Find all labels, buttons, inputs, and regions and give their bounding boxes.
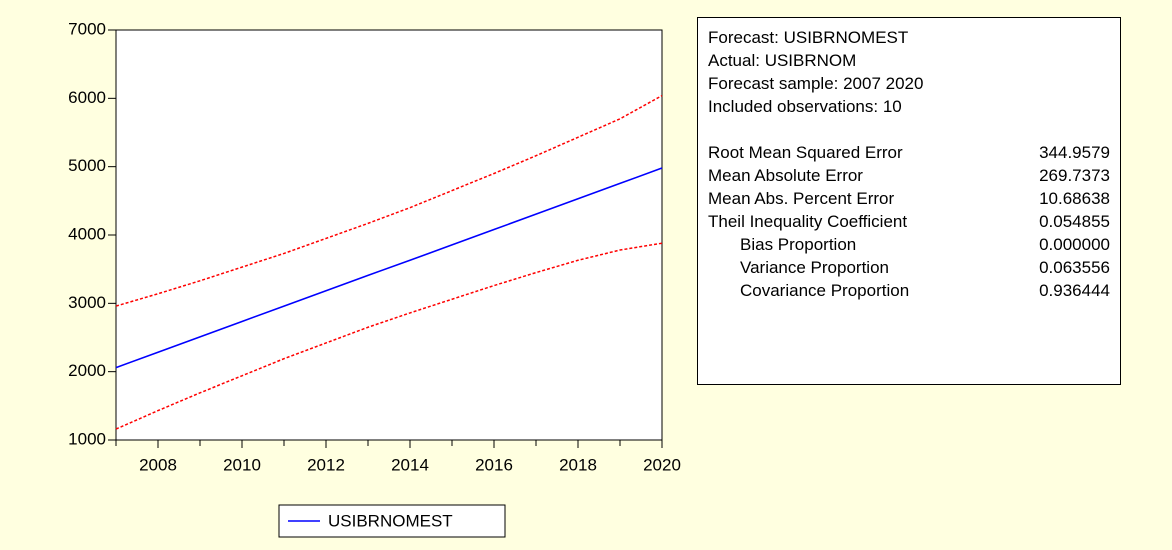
summary-row: Mean Absolute Error 269.7373: [708, 164, 1110, 187]
stat-value: 10.68638: [1039, 189, 1110, 208]
x-tick-label: 2008: [139, 455, 177, 474]
stat-value: 0.063556: [1039, 258, 1110, 277]
y-tick-label: 7000: [68, 19, 106, 38]
summary-header: Included observations: 10: [708, 97, 902, 116]
summary-row: Variance Proportion 0.063556: [708, 256, 1110, 279]
y-tick-label: 6000: [68, 88, 106, 107]
summary-header: Actual: USIBRNOM: [708, 51, 857, 70]
x-tick-label: 2014: [391, 455, 429, 474]
summary-header: Forecast: USIBRNOMEST: [708, 28, 909, 47]
summary-row: Bias Proportion 0.000000: [708, 233, 1110, 256]
y-tick-label: 3000: [68, 293, 106, 312]
x-tick-label: 2018: [559, 455, 597, 474]
y-tick-label: 2000: [68, 361, 106, 380]
stat-label: Theil Inequality Coefficient: [708, 212, 908, 231]
stat-value: 0.936444: [1039, 281, 1110, 300]
x-tick-label: 2010: [223, 455, 261, 474]
stat-label: Root Mean Squared Error: [708, 143, 903, 162]
summary-row: Theil Inequality Coefficient 0.054855: [708, 210, 1110, 233]
summary-row: Mean Abs. Percent Error 10.68638: [708, 187, 1110, 210]
y-tick-label: 5000: [68, 156, 106, 175]
forecast-line: [115, 167, 663, 369]
stat-label: Bias Proportion: [740, 235, 857, 254]
summary-row: Covariance Proportion 0.936444: [708, 279, 1110, 302]
stat-value: 344.9579: [1039, 143, 1110, 162]
stat-label: Variance Proportion: [740, 258, 889, 277]
x-tick-label: 2012: [307, 455, 345, 474]
forecast-summary: Forecast: USIBRNOMEST Actual: USIBRNOM For…: [697, 17, 1121, 385]
x-tick-label: 2016: [475, 455, 513, 474]
plot-area: [115, 29, 663, 441]
stat-label: Covariance Proportion: [740, 281, 910, 300]
legend-label: USIBRNOMEST: [328, 511, 453, 530]
chart: 1000 2000 3000 4000 5000 6000 7000 2008 2010 2012…: [68, 19, 681, 538]
stat-label: Mean Absolute Error: [708, 166, 863, 185]
summary-header: Forecast sample: 2007 2020: [708, 74, 924, 93]
stat-value: 269.7373: [1039, 166, 1110, 185]
y-tick-label: 1000: [68, 429, 106, 448]
x-tick-label: 2020: [643, 455, 681, 474]
y-tick-label: 4000: [68, 224, 106, 243]
band-line: [115, 94, 663, 307]
legend: USIBRNOMEST: [278, 504, 506, 538]
summary-row: Root Mean Squared Error 344.9579: [708, 141, 1110, 164]
stat-label: Mean Abs. Percent Error: [708, 189, 895, 208]
stat-value: 0.054855: [1039, 212, 1110, 231]
stat-value: 0.000000: [1039, 235, 1110, 254]
